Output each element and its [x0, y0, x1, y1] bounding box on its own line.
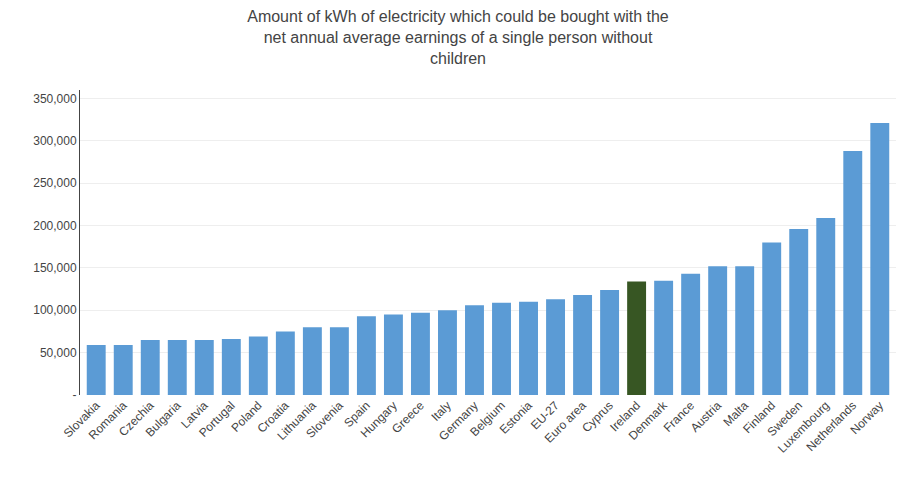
svg-text:Croatia: Croatia	[254, 398, 291, 435]
svg-text:Germany: Germany	[436, 398, 481, 443]
svg-text:350,000: 350,000	[33, 92, 77, 106]
svg-text:Bulgaria: Bulgaria	[143, 398, 184, 439]
svg-text:300,000: 300,000	[33, 134, 77, 148]
svg-text:Slovenia: Slovenia	[303, 398, 346, 441]
svg-text:150,000: 150,000	[33, 261, 77, 275]
svg-text:France: France	[661, 398, 698, 435]
svg-text:Euro area: Euro area	[542, 398, 589, 445]
svg-text:Estonia: Estonia	[497, 398, 535, 436]
svg-text:Norway: Norway	[847, 398, 886, 437]
svg-text:Sweden: Sweden	[765, 398, 806, 439]
svg-text:Austria: Austria	[688, 398, 725, 435]
svg-text:Latvia: Latvia	[178, 398, 211, 431]
svg-text:-: -	[73, 388, 77, 402]
svg-text:Portugal: Portugal	[196, 398, 238, 440]
svg-text:50,000: 50,000	[40, 346, 77, 360]
svg-text:Denmark: Denmark	[626, 398, 671, 443]
svg-text:Spain: Spain	[341, 398, 373, 430]
svg-text:Cyprus: Cyprus	[579, 398, 616, 435]
svg-text:Amount of kWh of electricity w: Amount of kWh of electricity which could…	[247, 8, 669, 67]
svg-text:Malta: Malta	[720, 398, 751, 429]
svg-text:Slovakia: Slovakia	[61, 398, 103, 440]
svg-text:200,000: 200,000	[33, 219, 77, 233]
svg-text:Finland: Finland	[740, 398, 778, 436]
svg-text:Greece: Greece	[389, 398, 427, 436]
svg-text:Hungary: Hungary	[358, 398, 400, 440]
svg-text:Czechia: Czechia	[116, 398, 157, 439]
svg-text:250,000: 250,000	[33, 176, 77, 190]
svg-text:Luxembourg: Luxembourg	[775, 398, 832, 455]
svg-text:100,000: 100,000	[33, 303, 77, 317]
svg-text:Belgium: Belgium	[467, 398, 508, 439]
svg-text:EU-27: EU-27	[528, 398, 562, 432]
svg-text:Ireland: Ireland	[607, 398, 643, 434]
svg-text:Romania: Romania	[86, 398, 130, 442]
svg-text:Italy: Italy	[428, 398, 453, 423]
svg-text:Lithuania: Lithuania	[274, 398, 319, 443]
svg-text:Netherlands: Netherlands	[803, 398, 859, 454]
svg-text:Poland: Poland	[228, 398, 264, 434]
